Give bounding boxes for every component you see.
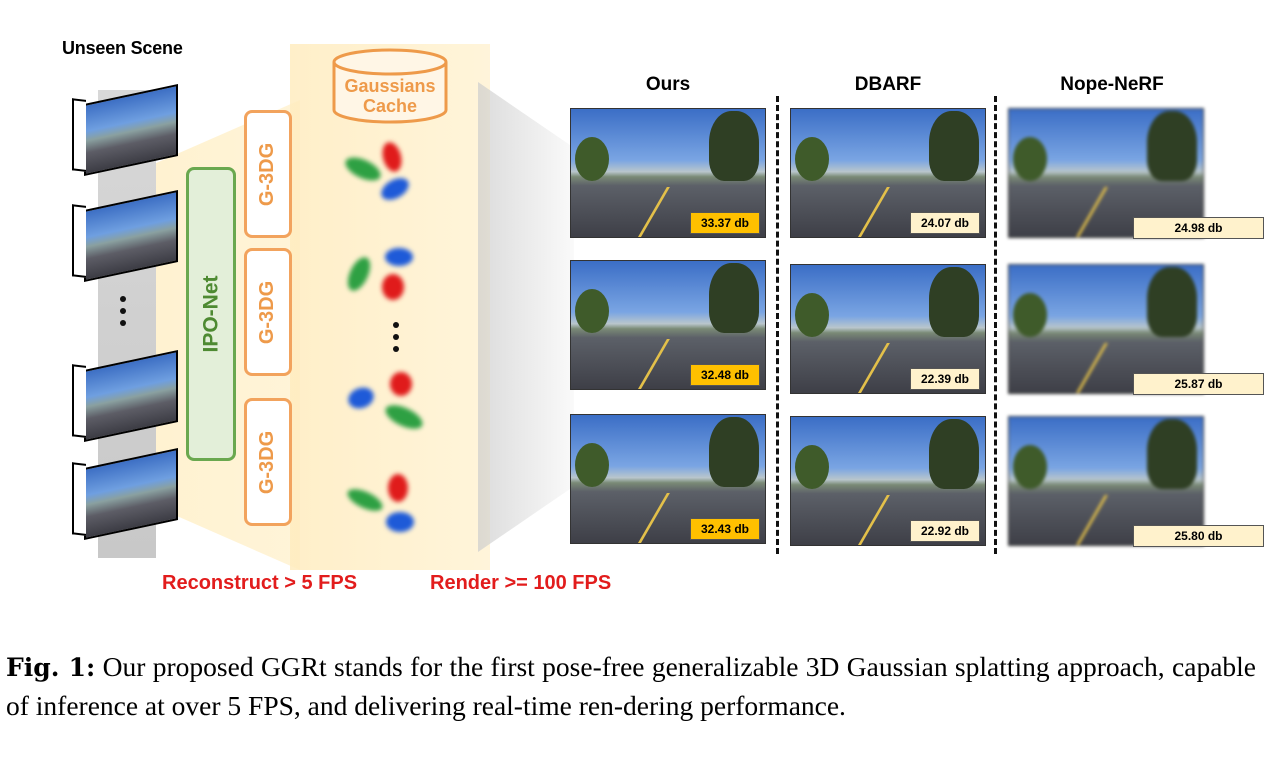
render-dbarf-row2: 22.39 db [790,264,986,394]
psnr-badge: 24.07 db [910,212,980,234]
column-divider [994,96,997,554]
psnr-badge: 22.92 db [910,520,980,542]
figure-label: Fig. 1: [6,653,96,682]
ellipsis-vertical-icon [393,322,401,358]
psnr-badge: 32.43 db [690,518,760,540]
gaussians-cache-label: Gaussians Cache [333,76,447,116]
render-nope-nerf-row2 [1008,264,1204,394]
g3dg-label: G-3DG [256,280,279,344]
render-ours-row1: 33.37 db [570,108,766,238]
column-divider [776,96,779,554]
render-dbarf-row3: 22.92 db [790,416,986,546]
figure-caption-text: Our proposed GGRt stands for the first p… [6,651,1257,721]
psnr-badge: 25.87 db [1133,373,1264,395]
ellipsis-vertical-icon [120,296,128,332]
render-ours-row3: 32.43 db [570,414,766,544]
g3dg-box: G-3DG [244,398,292,526]
column-header-ours: Ours [645,74,691,95]
g3dg-box: G-3DG [244,110,292,238]
reconstruct-fps-label: Reconstruct > 5 FPS [162,572,358,594]
g3dg-box: G-3DG [244,248,292,376]
cache-label-line: Gaussians [344,76,436,96]
render-fps-label: Render >= 100 FPS [430,572,612,594]
ipo-net-box [186,167,236,461]
psnr-badge: 33.37 db [690,212,760,234]
ipo-net-label-wrap: IPO-Net [186,167,236,461]
cache-label-line: Cache [362,96,418,116]
ipo-net-label: IPO-Net [199,275,223,353]
render-nope-nerf-row1 [1008,108,1204,238]
psnr-badge: 25.80 db [1133,525,1264,547]
psnr-badge: 24.98 db [1133,217,1264,239]
unseen-scene-title: Unseen Scene [62,38,183,58]
column-header-dbarf: DBARF [854,74,922,95]
column-header-nope-nerf: Nope-NeRF [1060,74,1164,95]
render-nope-nerf-row3 [1008,416,1204,546]
g3dg-label: G-3DG [256,430,279,494]
psnr-badge: 22.39 db [910,368,980,390]
output-beam [478,82,574,552]
figure-caption: Fig. 1: Our proposed GGRt stands for the… [6,648,1256,725]
cache-cylinder-icon [332,48,448,124]
psnr-badge: 32.48 db [690,364,760,386]
render-dbarf-row1: 24.07 db [790,108,986,238]
g3dg-label: G-3DG [256,142,279,206]
render-ours-row2: 32.48 db [570,260,766,390]
